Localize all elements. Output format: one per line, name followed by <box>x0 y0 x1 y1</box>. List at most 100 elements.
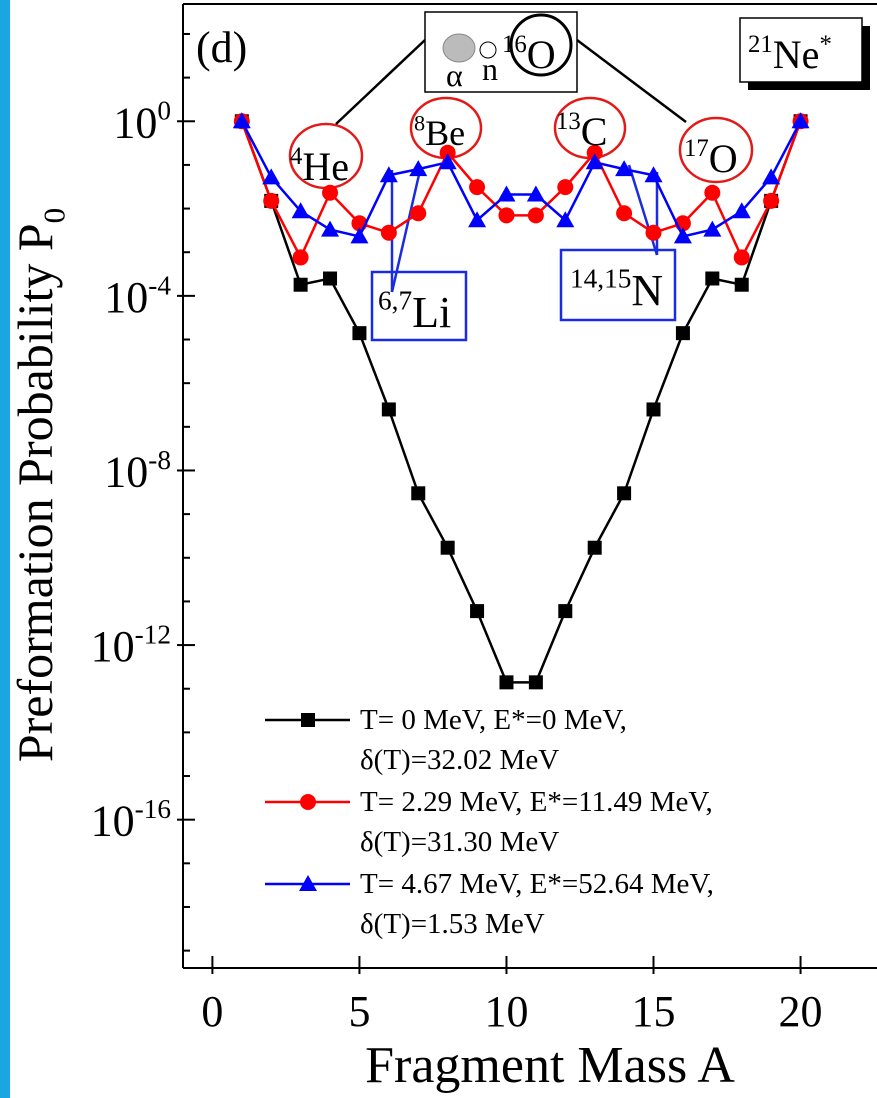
marker <box>440 540 455 555</box>
y-axis-title: Preformation Probability P0 <box>7 208 72 762</box>
marker <box>293 277 308 292</box>
y-tick-label-part: 0 <box>157 96 171 126</box>
nucleus-label-part: * <box>819 31 831 58</box>
legend-label: T= 2.29 MeV, E*=11.49 MeV, <box>360 786 713 818</box>
y-tick-label-part: 10 <box>104 273 148 322</box>
marker <box>587 540 602 555</box>
annotation-part: Be <box>425 113 465 153</box>
y-tick-label: 10-16 <box>91 794 171 846</box>
circle-o <box>678 116 754 184</box>
box-li <box>370 270 468 342</box>
annotation-part: 8 <box>414 111 425 136</box>
y-tick-label-part: -4 <box>148 270 171 300</box>
annotation: 17O <box>684 135 738 181</box>
marker <box>322 184 339 201</box>
marker <box>703 220 722 237</box>
x-tick-label: 15 <box>632 987 676 1036</box>
series <box>232 112 810 244</box>
marker <box>791 112 810 129</box>
alpha-ball <box>442 33 476 63</box>
legend-marker <box>299 875 317 891</box>
annotation-shapes <box>288 11 870 342</box>
y-tick-label-part: -16 <box>135 794 171 824</box>
marker <box>526 185 545 202</box>
marker <box>410 205 427 222</box>
marker <box>469 179 486 196</box>
y-tick-label-part: 10 <box>104 447 148 496</box>
marker <box>291 202 310 219</box>
box-n <box>559 248 677 322</box>
marker <box>323 271 338 286</box>
marker <box>528 675 543 690</box>
marker <box>557 179 574 196</box>
series <box>234 114 808 690</box>
annotation-part: O <box>709 136 738 181</box>
annotation-part: 13 <box>556 108 581 135</box>
y-tick-label: 10-4 <box>104 270 171 322</box>
marker <box>380 224 397 241</box>
marker <box>644 166 663 183</box>
legend-label: δ(T)=32.02 MeV <box>360 744 559 776</box>
marker <box>527 207 544 224</box>
marker <box>733 249 750 266</box>
marker <box>497 185 516 202</box>
annotation: 14,15N <box>570 263 663 315</box>
marker <box>732 202 751 219</box>
annotation-part: N <box>631 266 663 315</box>
marker <box>586 144 603 161</box>
marker <box>498 207 515 224</box>
marker <box>705 271 720 286</box>
inset-core: 16O <box>502 31 556 77</box>
marker <box>675 326 690 341</box>
inset-core-part: O <box>527 32 556 77</box>
annotation-part: He <box>302 144 349 189</box>
legend-label: T= 4.67 MeV, E*=52.64 MeV, <box>360 868 714 900</box>
annotation-part: 17 <box>684 135 709 162</box>
annotation-part: 14,15 <box>570 263 631 293</box>
annotation: 8Be <box>414 111 465 153</box>
y-axis-title-part: 0 <box>37 208 72 224</box>
nucleus-box <box>739 17 863 83</box>
marker <box>262 168 281 185</box>
annotation: 13C <box>556 108 607 154</box>
marker <box>263 192 280 209</box>
y-tick-label: 100 <box>113 96 171 148</box>
panel-label: (d) <box>196 23 247 72</box>
marker <box>585 153 604 170</box>
annotation-part: 4 <box>290 143 303 170</box>
inset-core-part: 16 <box>502 31 527 58</box>
marker <box>321 220 340 237</box>
annotation: 6,7Li <box>378 285 451 337</box>
annotation-part: 6,7 <box>378 285 412 315</box>
inset-n: n <box>482 51 498 87</box>
marker <box>379 166 398 183</box>
x-tick-label: 0 <box>201 987 223 1036</box>
marker <box>352 326 367 341</box>
y-tick-label: 10-12 <box>91 619 171 671</box>
marker <box>617 486 632 501</box>
x-tick-label: 20 <box>779 987 823 1036</box>
y-tick-label-part: 10 <box>91 622 135 671</box>
marker <box>646 402 661 417</box>
y-tick-label-part: 10 <box>91 797 135 846</box>
marker <box>381 402 396 417</box>
y-axis-title-part: Preformation Probability P <box>7 223 63 762</box>
marker <box>558 604 573 619</box>
legend-label: δ(T)=31.30 MeV <box>360 826 559 858</box>
inset-alpha: α <box>446 57 463 93</box>
arrow <box>390 165 423 293</box>
legend-label: δ(T)=1.53 MeV <box>360 908 545 940</box>
y-tick-label-part: -12 <box>135 619 171 649</box>
marker <box>409 160 428 177</box>
legend-marker <box>301 713 315 727</box>
marker <box>468 211 487 228</box>
nucleus-label: 21Ne* <box>748 31 832 77</box>
marker <box>499 675 514 690</box>
marker <box>615 160 634 177</box>
marker <box>673 227 692 244</box>
marker <box>439 144 456 161</box>
legend-marker <box>301 713 315 727</box>
nucleus-label-part: 21 <box>748 31 773 58</box>
